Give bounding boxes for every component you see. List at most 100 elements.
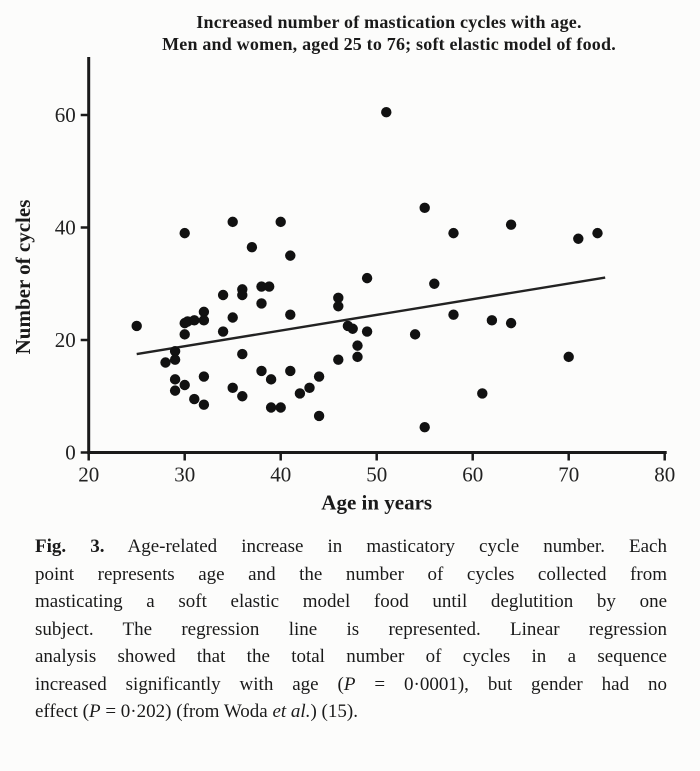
x-tick-label: 70 — [558, 463, 579, 487]
data-point — [347, 323, 358, 334]
data-point — [237, 348, 248, 360]
caption-text: point represents age and the number of c… — [35, 563, 667, 585]
data-point — [169, 385, 181, 396]
data-point — [169, 374, 181, 385]
data-point — [505, 219, 517, 230]
caption-line: masticating a soft elastic model food un… — [35, 588, 667, 616]
data-point — [198, 306, 210, 318]
data-point — [131, 320, 142, 332]
chart-title-line2: Men and women, aged 25 to 76; soft elast… — [162, 34, 616, 54]
data-point — [419, 421, 430, 433]
y-tick-label: 0 — [65, 441, 76, 465]
data-point — [333, 292, 344, 304]
data-point — [361, 326, 373, 337]
caption-line: increased significantly with age (P = 0·… — [35, 671, 667, 699]
data-point — [429, 278, 440, 289]
caption-text: Age-related increase in masticatory cycl… — [104, 536, 667, 557]
data-point — [304, 382, 315, 394]
data-point — [263, 281, 275, 292]
x-tick-label: 40 — [270, 463, 291, 487]
chart-title: Increased number of mastication cycles w… — [0, 0, 700, 55]
data-point — [294, 388, 306, 399]
y-tick-label: 60 — [55, 103, 76, 127]
data-point — [486, 315, 498, 326]
data-point — [352, 340, 363, 351]
caption-text: increased significantly with age ( — [35, 673, 344, 695]
data-point — [169, 346, 181, 357]
caption-text: effect ( — [35, 701, 89, 722]
data-point — [217, 289, 229, 301]
data-point — [409, 329, 421, 340]
data-point — [198, 399, 210, 410]
x-axis-label: Age in years — [321, 491, 432, 515]
data-point — [265, 402, 277, 413]
caption-italic-text: et al. — [272, 701, 311, 722]
x-tick-label: 30 — [174, 463, 195, 487]
caption-line: subject. The regression line is represen… — [35, 616, 667, 644]
regression-line — [136, 276, 606, 356]
data-point — [227, 382, 238, 394]
chart-title-line1: Increased number of mastication cycles w… — [196, 12, 582, 32]
caption-italic-text: P — [343, 673, 356, 695]
caption-line: analysis showed that the total number of… — [35, 643, 667, 671]
data-point — [179, 329, 190, 340]
data-point — [573, 233, 584, 244]
data-point — [237, 289, 248, 301]
data-point — [189, 393, 200, 405]
data-point — [160, 357, 171, 368]
data-point — [477, 388, 488, 399]
data-point — [198, 315, 210, 326]
data-point — [169, 354, 181, 365]
caption-text: analysis showed that the total number of… — [35, 646, 667, 667]
data-point — [313, 371, 325, 382]
x-tick-label: 50 — [366, 463, 387, 487]
y-axis-label: Number of cycles — [11, 200, 35, 355]
x-tick-label: 80 — [654, 463, 675, 487]
caption-text: = 0·202) (from Woda — [100, 701, 273, 722]
data-point — [381, 106, 392, 118]
data-point — [275, 402, 286, 413]
x-tick-label: 20 — [78, 463, 99, 487]
data-point — [352, 351, 363, 363]
data-point — [179, 379, 190, 391]
data-point — [246, 241, 258, 253]
data-point — [285, 365, 296, 377]
data-point — [256, 365, 267, 377]
data-point — [275, 216, 286, 228]
y-tick-label: 40 — [55, 216, 76, 240]
data-point — [313, 410, 325, 422]
y-tick-label: 20 — [55, 328, 76, 352]
data-point — [256, 298, 267, 309]
data-point — [198, 371, 210, 382]
data-point — [333, 301, 344, 312]
data-point — [285, 309, 296, 320]
data-point — [227, 216, 238, 228]
data-point — [592, 227, 603, 239]
data-point — [333, 354, 344, 365]
data-point — [227, 312, 238, 323]
caption-line: Fig. 3. Age-related increase in masticat… — [35, 533, 667, 561]
caption-text: masticating a soft elastic model food un… — [35, 591, 667, 612]
data-point — [448, 227, 459, 239]
caption-fig-label: Fig. 3. — [35, 536, 105, 557]
data-point — [256, 281, 267, 292]
data-point — [419, 202, 430, 214]
data-point — [265, 374, 277, 385]
data-point — [448, 309, 459, 320]
data-point — [361, 272, 373, 284]
data-point — [505, 317, 517, 329]
data-point — [285, 250, 296, 261]
caption-text: subject. The regression line is represen… — [35, 618, 667, 640]
caption-text: ) (15). — [310, 701, 358, 722]
data-point — [217, 326, 229, 337]
data-point — [189, 315, 200, 326]
figure-caption: Fig. 3. Age-related increase in masticat… — [35, 533, 667, 726]
caption-italic-text: P — [88, 701, 101, 722]
data-point — [237, 391, 248, 402]
caption-text: = 0·0001), but gender had no — [355, 673, 667, 695]
caption-line: effect (P = 0·202) (from Woda et al.) (1… — [35, 698, 667, 726]
caption-line: point represents age and the number of c… — [35, 561, 667, 589]
data-point — [179, 227, 190, 239]
